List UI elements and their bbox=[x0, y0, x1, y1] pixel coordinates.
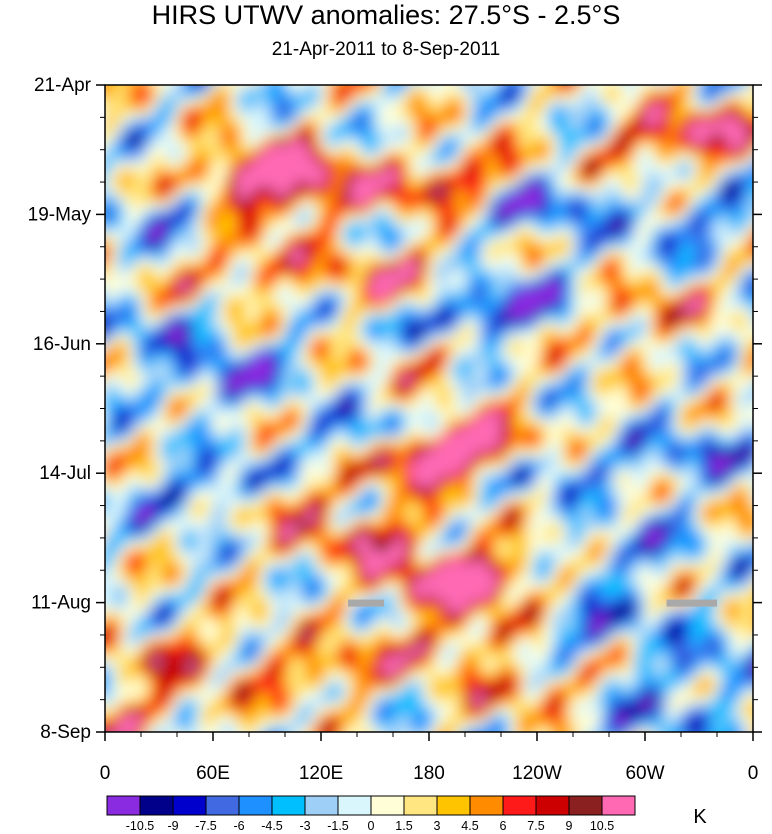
y-tick-label: 8-Sep bbox=[40, 722, 91, 743]
colorbar-swatch bbox=[271, 795, 306, 816]
colorbar-swatch bbox=[601, 795, 636, 816]
x-tick-label: 0 bbox=[748, 763, 759, 784]
missing-data-streak bbox=[666, 599, 717, 607]
colorbar-swatch bbox=[139, 795, 174, 816]
axis-ticks: 21-Apr 19-May 16-Jun 14-Jul 11-Aug 8-Sep 0 60E 1… bbox=[28, 75, 762, 784]
colorbar-swatch bbox=[370, 795, 405, 816]
colorbar-tick-label: -9 bbox=[167, 819, 178, 833]
colorbar-tick-label: -1.5 bbox=[327, 819, 349, 833]
colorbar-swatch bbox=[436, 795, 471, 816]
colorbar-tick-label: -4.5 bbox=[261, 819, 283, 833]
colorbar-tick-label: 10.5 bbox=[590, 819, 614, 833]
chart-title: HIRS UTWV anomalies: 27.5°S - 2.5°S bbox=[151, 0, 621, 30]
x-tick-label: 60W bbox=[625, 763, 664, 784]
x-tick-label: 120E bbox=[299, 763, 343, 784]
colorbar-tick-label: 0 bbox=[368, 819, 375, 833]
colorbar-swatch bbox=[304, 795, 339, 816]
colorbar-swatch bbox=[238, 795, 273, 816]
colorbar-tick-label: 1.5 bbox=[395, 819, 412, 833]
missing-data-streak bbox=[348, 599, 384, 607]
colorbar-tick-label: -3 bbox=[299, 819, 310, 833]
colorbar-swatch bbox=[403, 795, 438, 816]
colorbar-swatch bbox=[337, 795, 372, 816]
colorbar-tick-label: 3 bbox=[434, 819, 441, 833]
colorbar: -10.5 -9 -7.5 -6 -4.5 -3 -1.5 0 1.5 3 4.5 6 7.5 9 10.5 bbox=[106, 795, 636, 833]
colorbar-tick-label: 9 bbox=[566, 819, 573, 833]
y-tick-label: 11-Aug bbox=[31, 593, 91, 614]
chart-subtitle: 21-Apr-2011 to 8-Sep-2011 bbox=[271, 39, 501, 60]
colorbar-swatch bbox=[568, 795, 603, 816]
colorbar-tick-label: -7.5 bbox=[195, 819, 217, 833]
x-tick-label: 120W bbox=[512, 763, 562, 784]
colorbar-tick-label: -6 bbox=[233, 819, 244, 833]
colorbar-tick-label: 4.5 bbox=[461, 819, 478, 833]
colorbar-swatch bbox=[205, 795, 240, 816]
y-tick-label: 21-Apr bbox=[34, 75, 92, 96]
colorbar-unit: K bbox=[693, 806, 707, 828]
x-tick-label: 0 bbox=[100, 763, 111, 784]
colorbar-tick-label: -10.5 bbox=[126, 819, 155, 833]
colorbar-swatch bbox=[535, 795, 570, 816]
colorbar-swatch bbox=[469, 795, 504, 816]
colorbar-tick-label: 7.5 bbox=[527, 819, 544, 833]
anomaly-field bbox=[105, 85, 753, 732]
x-tick-label: 180 bbox=[413, 763, 445, 784]
colorbar-swatch bbox=[106, 795, 141, 816]
y-tick-label: 19-May bbox=[28, 204, 92, 225]
missing-data-layer bbox=[348, 599, 717, 607]
colorbar-tick-label: 6 bbox=[500, 819, 507, 833]
y-tick-label: 14-Jul bbox=[39, 463, 91, 484]
y-tick-label: 16-Jun bbox=[33, 334, 91, 355]
x-tick-label: 60E bbox=[196, 763, 230, 784]
colorbar-swatch bbox=[172, 795, 207, 816]
colorbar-swatch bbox=[502, 795, 537, 816]
